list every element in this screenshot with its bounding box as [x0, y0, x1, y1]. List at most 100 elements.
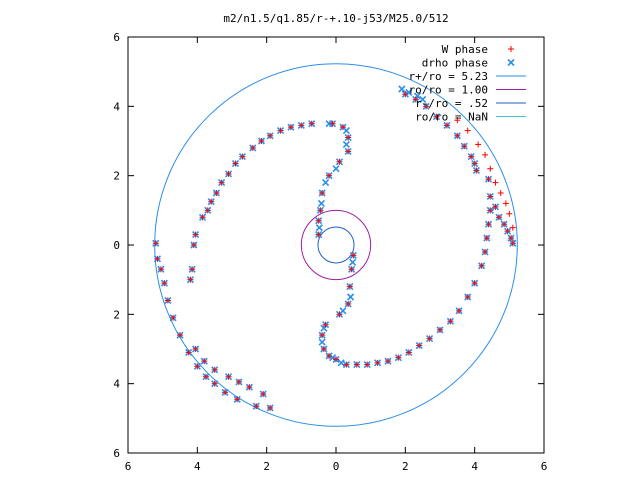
- point-w-78: [485, 221, 492, 228]
- point-w-14: [267, 404, 274, 411]
- y-tick-label: 2: [113, 308, 120, 321]
- y-tick-label: 6: [113, 447, 120, 460]
- point-w-73: [464, 294, 471, 300]
- legend-entry: ro/ro = NaN: [415, 111, 526, 124]
- chart-title: m2/n1.5/q1.85/r-+.10-j53/M25.0/512: [223, 12, 448, 25]
- point-w-30: [218, 179, 225, 186]
- point-w-1: [154, 255, 161, 262]
- point-w-7: [185, 349, 192, 356]
- point-w-31: [225, 170, 232, 177]
- point-w-3: [161, 280, 168, 287]
- point-w-67: [405, 349, 412, 356]
- point-w-6: [177, 332, 183, 339]
- point-w-86: [508, 235, 515, 242]
- point-w-47: [319, 190, 326, 196]
- point-w-98: [454, 117, 461, 124]
- point-w-63: [364, 361, 371, 368]
- point-w-64: [374, 359, 381, 366]
- point-w-99: [464, 127, 471, 134]
- point-w-79: [487, 207, 494, 214]
- point-drho-104: [342, 140, 350, 149]
- circle-1: [300, 209, 372, 281]
- point-drho-111: [339, 307, 347, 315]
- point-drho-107: [317, 199, 326, 207]
- point-w-12: [234, 396, 241, 403]
- point-w-103: [492, 179, 499, 186]
- points-layer: [152, 85, 517, 412]
- point-w-81: [485, 176, 492, 183]
- point-w-19: [235, 378, 242, 385]
- point-w-44: [345, 148, 352, 155]
- point-w-85: [504, 228, 511, 235]
- point-w-8: [194, 363, 201, 370]
- legend-label: r-/ro = .52: [415, 97, 488, 110]
- point-w-62: [353, 361, 360, 368]
- point-w-5: [170, 314, 177, 321]
- x-tick-label: 2: [402, 460, 409, 473]
- point-w-43: [345, 134, 352, 141]
- point-w-87: [509, 240, 516, 247]
- point-w-48: [317, 207, 324, 214]
- legend-label: r+/ro = 5.23: [409, 70, 488, 83]
- point-w-70: [437, 326, 443, 333]
- point-w-77: [483, 235, 490, 242]
- point-w-13: [253, 403, 260, 410]
- legend-label: W phase: [442, 43, 488, 56]
- x-tick-label: 6: [125, 460, 132, 473]
- y-tick-label: 2: [113, 170, 120, 183]
- point-w-75: [478, 262, 485, 269]
- point-w-95: [468, 153, 475, 160]
- legend-entry: r-/ro = .52: [415, 97, 526, 110]
- x-tick-label: 6: [541, 460, 548, 473]
- point-w-83: [495, 214, 502, 221]
- point-w-27: [204, 207, 211, 214]
- point-w-51: [350, 252, 357, 259]
- point-w-68: [416, 342, 423, 349]
- point-w-17: [211, 366, 218, 373]
- point-w-50: [315, 231, 322, 238]
- point-w-4: [164, 297, 171, 304]
- point-w-53: [346, 283, 353, 290]
- point-w-59: [326, 352, 333, 359]
- point-w-91: [433, 113, 440, 120]
- point-drho-106: [322, 179, 330, 187]
- legend-label: ro/ro = 1.00: [409, 84, 488, 97]
- point-w-76: [482, 248, 489, 255]
- point-drho-110: [346, 293, 355, 301]
- point-w-40: [308, 120, 315, 127]
- point-w-101: [482, 151, 489, 158]
- point-drho-109: [349, 258, 357, 266]
- point-w-69: [426, 335, 433, 342]
- point-w-24: [190, 242, 197, 248]
- legend-entry: W phase: [442, 43, 514, 56]
- point-w-32: [232, 160, 239, 167]
- point-w-34: [249, 144, 256, 151]
- point-w-88: [402, 91, 409, 98]
- point-w-96: [471, 160, 478, 167]
- point-drho-102: [325, 120, 333, 128]
- point-w-28: [208, 198, 215, 205]
- point-w-37: [277, 127, 284, 134]
- point-w-10: [211, 380, 218, 387]
- point-w-39: [298, 122, 305, 129]
- point-w-60: [333, 356, 339, 363]
- point-w-57: [319, 332, 326, 339]
- point-w-15: [192, 346, 199, 352]
- point-w-22: [187, 276, 194, 283]
- point-w-90: [423, 103, 430, 110]
- point-w-11: [222, 389, 229, 396]
- legend-sample-marker: [508, 46, 514, 52]
- point-w-97: [473, 167, 480, 174]
- point-w-26: [199, 214, 206, 221]
- x-tick-label: 2: [263, 460, 270, 473]
- point-drho-98: [398, 85, 406, 93]
- point-w-94: [461, 143, 468, 150]
- point-w-82: [492, 203, 499, 210]
- point-w-55: [336, 311, 343, 318]
- point-w-16: [201, 358, 208, 365]
- x-tick-label: 0: [333, 460, 340, 473]
- point-w-33: [239, 153, 246, 160]
- point-w-2: [157, 266, 164, 273]
